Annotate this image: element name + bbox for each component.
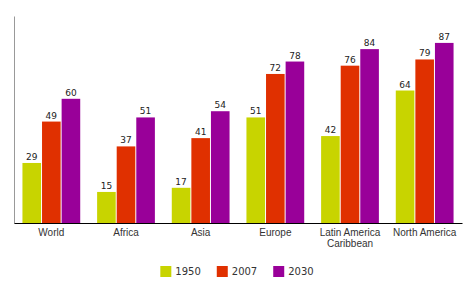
bar <box>191 138 210 223</box>
data-label: 72 <box>270 63 281 73</box>
data-label: 29 <box>26 152 38 162</box>
legend: 1950 2007 2030 <box>160 266 313 277</box>
data-label: 64 <box>399 80 411 90</box>
bar <box>360 49 379 223</box>
data-label: 49 <box>46 111 58 121</box>
bar <box>62 99 81 223</box>
data-label: 54 <box>215 100 227 110</box>
data-labels: 29 15 17 51 42 64 49 37 41 72 76 79 60 51 54 78 84 87 <box>26 32 450 191</box>
x-tick-label-line: World <box>38 227 64 238</box>
data-label: 51 <box>140 106 151 116</box>
data-label: 78 <box>289 51 301 61</box>
x-tick-label: Europe <box>259 227 292 238</box>
bar <box>396 91 415 223</box>
data-label: 84 <box>364 38 376 48</box>
bar <box>321 136 340 223</box>
x-tick-label: Africa <box>113 227 139 238</box>
x-tick: Europe <box>259 227 292 238</box>
data-label: 17 <box>175 177 186 187</box>
bar <box>435 43 454 223</box>
x-tick-label-line: Europe <box>259 227 292 238</box>
plot: 29 15 17 51 42 64 49 37 41 72 76 79 60 51 54 78 84 87 Worl… <box>15 17 463 250</box>
x-tick-label: World <box>38 227 64 238</box>
x-tick: World <box>38 227 64 238</box>
bar <box>415 59 434 223</box>
legend-swatch <box>217 266 228 277</box>
legend-swatch <box>273 266 284 277</box>
x-tick-label: North America <box>393 227 457 238</box>
legend-label: 1950 <box>175 266 200 277</box>
bar <box>117 146 136 223</box>
bar <box>42 122 61 223</box>
x-axis: World Africa Asia Europe Latin AmericaCaribb… <box>15 224 463 250</box>
legend-item: 2030 <box>273 266 313 277</box>
data-label: 51 <box>250 106 261 116</box>
chart: 29 15 17 51 42 64 49 37 41 72 76 79 60 51 54 78 84 87 Worl… <box>0 0 474 285</box>
x-tick: North America <box>393 227 457 238</box>
bar <box>97 192 116 223</box>
data-label: 15 <box>101 181 112 191</box>
data-label: 60 <box>65 88 77 98</box>
bar <box>172 188 191 223</box>
x-tick-label-line: North America <box>393 227 457 238</box>
bar <box>211 111 230 223</box>
bar <box>286 62 305 223</box>
bar <box>246 117 265 223</box>
data-label: 42 <box>325 125 336 135</box>
data-label: 79 <box>419 48 431 58</box>
y-axis <box>14 17 15 224</box>
bar <box>266 74 285 223</box>
x-axis-line <box>15 223 463 224</box>
data-label: 41 <box>195 127 206 137</box>
x-tick: Asia <box>191 227 211 238</box>
legend-item: 2007 <box>217 266 257 277</box>
legend-label: 2030 <box>288 266 313 277</box>
bars <box>22 43 453 223</box>
data-label: 76 <box>344 55 356 65</box>
legend-item: 1950 <box>160 266 200 277</box>
bar <box>136 117 155 223</box>
x-tick-label-line: Latin America <box>320 227 381 238</box>
x-tick-label-line: Africa <box>113 227 139 238</box>
legend-swatch <box>160 266 171 277</box>
x-tick-label-line: Caribbean <box>327 238 373 249</box>
x-tick-label-line: Asia <box>191 227 211 238</box>
data-label: 87 <box>439 32 450 42</box>
data-label: 37 <box>120 135 131 145</box>
x-tick-label: Latin AmericaCaribbean <box>320 227 381 249</box>
x-tick: Africa <box>113 227 139 238</box>
bar <box>341 66 360 223</box>
y-axis-line <box>14 17 15 224</box>
x-tick: Latin AmericaCaribbean <box>320 227 381 249</box>
legend-label: 2007 <box>232 266 257 277</box>
bar <box>22 163 41 223</box>
x-tick-label: Asia <box>191 227 211 238</box>
